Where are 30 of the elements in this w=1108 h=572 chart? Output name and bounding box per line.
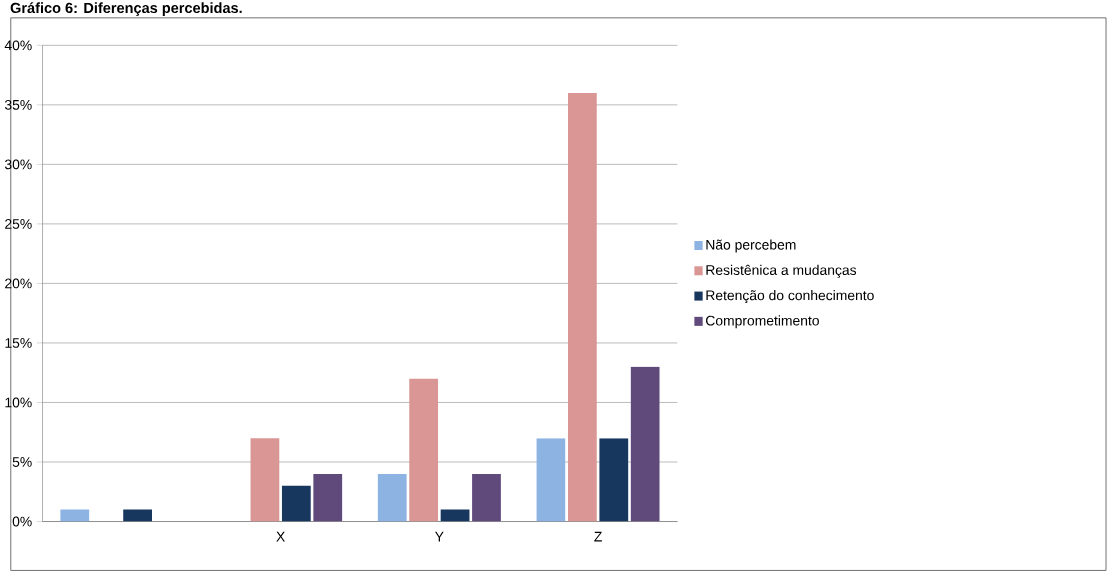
legend-label: Resistênica a mudanças	[706, 264, 857, 278]
legend-label: Comprometimento	[706, 315, 819, 329]
bar	[281, 485, 311, 522]
y-tick-label: 10%	[5, 397, 32, 408]
bar	[567, 92, 597, 522]
bar	[630, 366, 660, 522]
bar	[123, 509, 152, 522]
y-tick-label: 25%	[5, 218, 32, 229]
y-tick-label: 30%	[4, 159, 32, 170]
bar	[536, 437, 566, 522]
x-tick-label: Z	[594, 531, 602, 542]
bar	[377, 473, 407, 522]
y-tick-label: 20%	[5, 278, 32, 289]
x-tick-label: X	[276, 531, 285, 542]
y-tick-label: 35%	[4, 99, 32, 110]
bar	[313, 473, 343, 522]
bar	[472, 473, 501, 522]
bar	[409, 378, 439, 522]
legend-label: Retenção do conhecimento	[706, 289, 874, 303]
x-tick-label: Y	[435, 531, 444, 542]
legend-label: Não percebem	[706, 239, 796, 253]
bar	[599, 437, 629, 522]
y-tick-label: 0%	[12, 516, 32, 527]
bar	[60, 509, 90, 522]
chart-title: Gráfico 6: Diferenças percebidas.	[10, 2, 242, 16]
y-tick-label: 15%	[5, 337, 32, 348]
bar	[440, 509, 470, 522]
y-tick-label: 40%	[4, 40, 32, 51]
y-tick-label: 5%	[12, 456, 32, 467]
bar	[250, 437, 280, 522]
